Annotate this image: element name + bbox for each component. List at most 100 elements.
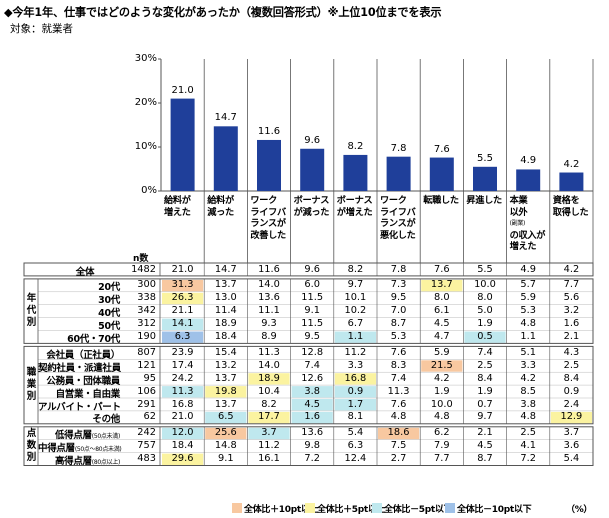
bar-value-label: 4.9 [520, 155, 537, 167]
table-cell: 3.8 [520, 398, 536, 410]
bar [473, 166, 497, 191]
table-cell: 6.5 [217, 411, 234, 423]
table-cell: 5.0 [477, 305, 493, 317]
category-label-line: 取得した [552, 206, 589, 218]
table-cell: 11.1 [258, 305, 280, 317]
bar [170, 98, 195, 191]
n-count: 121 [137, 359, 156, 371]
y-tick-label: 10% [134, 141, 157, 152]
table-cell: 4.8 [520, 411, 536, 423]
bar [213, 126, 238, 191]
table-cell: 8.0 [433, 292, 450, 304]
cell-highlight [334, 373, 376, 385]
table-cell: 13.0 [214, 292, 237, 304]
table-cell: 4.9 [520, 263, 536, 275]
table-cell: 4.8 [433, 411, 450, 423]
table-cell: 7.4 [477, 346, 493, 358]
table-cell: 5.4 [563, 453, 580, 465]
table-cell: 14.7 [214, 263, 237, 275]
cell-highlight [291, 399, 333, 411]
cell-highlight [205, 386, 247, 398]
table-cell: 1.1 [347, 331, 364, 342]
row-label-text: 中得点層 [38, 443, 75, 455]
table-cell: 5.9 [433, 346, 450, 358]
table-cell: 4.2 [433, 372, 450, 384]
category-label-line: 増えた [509, 241, 537, 252]
bar [386, 156, 411, 191]
y-tick-label: 0% [141, 185, 157, 196]
table-cell: 21.5 [430, 359, 453, 371]
table-cell: 7.6 [390, 346, 407, 358]
table-cell: 2.5 [477, 359, 493, 371]
category-label-line: (副業) [509, 220, 526, 227]
cell-highlight [162, 427, 204, 440]
table-group-frame [23, 278, 594, 344]
legend-item: 全体比－10pt以下 [445, 502, 532, 515]
n-count: 190 [137, 331, 156, 342]
table-cell: 2.5 [520, 427, 536, 439]
unit-label: （%） [566, 505, 593, 515]
table-cell: 1.9 [477, 318, 493, 330]
table-cell: 9.7 [477, 411, 493, 423]
cell-highlight [162, 386, 204, 398]
row-label-text: 50代 [98, 321, 120, 333]
table-cell: 7.2 [520, 453, 536, 465]
legend-label: 全体比＋10pt以上 [244, 505, 319, 515]
category-label-line: 増えた [164, 206, 191, 218]
category-label: ワーク ライフバ ランスが 悪化した [380, 195, 416, 241]
bar [516, 169, 541, 191]
table-cell: 13.7 [214, 372, 237, 384]
table-cell: 26.3 [171, 292, 194, 304]
table-cell: 7.0 [390, 305, 407, 317]
row-label: 低得点層(50点未満) [38, 427, 120, 441]
table-cell: 7.9 [433, 440, 450, 452]
bar [429, 157, 454, 191]
cell-highlight [162, 318, 204, 330]
category-label: 給料が 減った [207, 195, 234, 218]
table-cell: 8.5 [520, 385, 536, 397]
table-cell: 10.2 [344, 305, 367, 317]
table-cell: 31.3 [171, 279, 194, 291]
category-label: 本業 以外 (副業) の収入が 増えた [510, 195, 546, 253]
table-cell: 3.7 [563, 427, 580, 439]
table-cell: 0.9 [563, 385, 580, 397]
table-cell: 1.9 [433, 385, 450, 397]
legend-item: 全体比－5pt以下 [372, 502, 453, 515]
legend-swatch [232, 503, 242, 513]
table-cell: 2.4 [563, 398, 580, 410]
table-cell: 11.6 [258, 263, 280, 275]
category-label-line: ランスが [380, 218, 416, 229]
table-cell: 9.5 [390, 292, 407, 304]
table-cell: 4.8 [520, 318, 536, 330]
table-cell: 4.5 [304, 398, 320, 410]
category-label-line: ボーナス [293, 195, 330, 206]
table-cell: 18.4 [214, 331, 237, 342]
category-label-line: 昇進した [466, 195, 502, 206]
table-cell: 2.5 [563, 359, 580, 371]
cell-highlight [162, 453, 204, 465]
table-cell: 3.3 [520, 359, 536, 371]
chart-subtitle: 対象：就業者 [10, 23, 73, 35]
legend-item: 全体比＋10pt以上 [232, 502, 319, 515]
row-label: 60代・70代 [38, 331, 120, 345]
cell-highlight [248, 427, 290, 440]
table-cell: 0.5 [477, 331, 493, 342]
table-cell: 7.8 [390, 263, 407, 275]
row-label: 中得点層(50点～80点未満) [38, 440, 122, 455]
category-label-line: が減った [293, 206, 330, 218]
row-label: 自営業・自由業 [38, 386, 121, 400]
table-cell: 5.6 [563, 292, 580, 304]
table-cell: 17.7 [258, 411, 280, 423]
table-cell: 14.0 [258, 279, 280, 291]
n-count: 757 [137, 440, 156, 452]
table-cell: 7.5 [390, 440, 407, 452]
table-cell: 6.3 [347, 440, 364, 452]
table-cell: 21.0 [171, 411, 194, 423]
table-cell: 11.5 [301, 292, 324, 304]
table-cell: 6.0 [304, 279, 320, 291]
table-cell: 5.3 [390, 331, 407, 342]
category-label-line: ライフバ [250, 206, 286, 218]
table-cell: 5.1 [520, 346, 536, 358]
row-label-text: その他 [92, 414, 120, 426]
table-cell: 8.2 [347, 263, 364, 275]
